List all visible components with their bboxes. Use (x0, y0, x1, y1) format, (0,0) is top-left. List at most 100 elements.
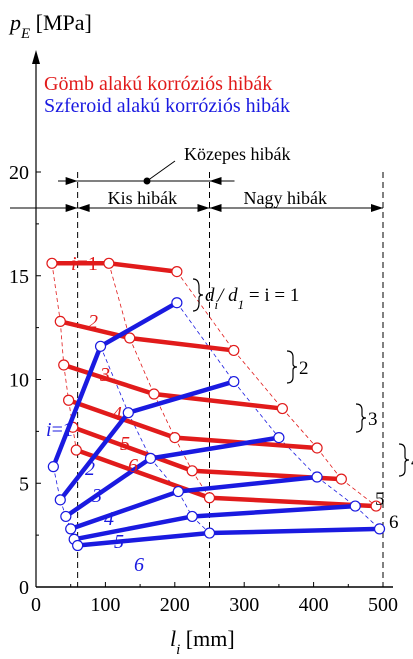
brace-1 (192, 278, 204, 312)
series-red-6-point (203, 492, 216, 504)
series-blue-1-point (47, 461, 59, 473)
connector-red (282, 408, 318, 449)
region-label-medium: Közepes hibák (184, 144, 290, 164)
series-blue-5-point (186, 510, 198, 523)
medium-leader (146, 160, 176, 182)
y-tick-label: 0 (19, 577, 29, 599)
series-red-6-point (70, 444, 82, 456)
ratio-label: di/ d1 = i = 1 (205, 285, 299, 312)
small-arrow-right-arrowhead (197, 204, 210, 212)
series-blue-5-point (349, 500, 361, 512)
connector-blue (233, 381, 280, 438)
series-red-1-point (171, 266, 183, 278)
connector-blue (316, 476, 356, 507)
series-red-label-5: 5 (120, 433, 130, 455)
x-tick-label: 400 (299, 594, 329, 616)
series-red-4-point (169, 432, 181, 444)
series-red-label-1: i=1 (71, 253, 98, 275)
right-label-3: 3 (368, 409, 378, 430)
series-blue-6-point (72, 539, 84, 552)
connector-red (174, 437, 193, 471)
right-label-2: 2 (299, 358, 309, 379)
series-red-3-point (276, 402, 288, 415)
series-blue-4-point (65, 523, 77, 535)
series-red-5-point (335, 473, 347, 485)
series-blue-3-point (144, 452, 157, 464)
connector-blue (354, 505, 380, 530)
series-red-2-point (124, 332, 136, 344)
series-blue-6-point (373, 523, 386, 535)
series-blue-6-point (203, 527, 216, 539)
y-axis-label: pE [MPa] (8, 10, 92, 42)
connector-red (176, 271, 235, 351)
series-blue-1-point (171, 297, 183, 309)
large-arrow-arrowhead (371, 204, 383, 212)
brace-right-3 (355, 403, 367, 433)
y-tick-label: 20 (9, 162, 29, 184)
y-tick-label: 5 (19, 473, 29, 495)
series-red-label-6: 6 (128, 455, 138, 477)
connector-red (59, 321, 65, 366)
series-blue-4-point (172, 485, 184, 498)
x-tick-label: 500 (368, 594, 398, 616)
series-blue-label-4: 4 (104, 508, 114, 530)
series-blue-label-2: 2 (85, 458, 95, 480)
connector-red (63, 364, 70, 401)
series-red-3-point (148, 388, 160, 400)
chart-labels: pE [MPa] li [mm] Gömb alakú korróziós hibá… (8, 10, 413, 658)
x-tick-label: 200 (160, 594, 190, 616)
medium-arrow-left-arrowhead (65, 177, 78, 185)
y-axis-arrow (32, 50, 40, 64)
series-red-1-point (103, 257, 115, 269)
region-label-small: Kis hibák (108, 188, 178, 208)
x-tick-label: 300 (229, 594, 259, 616)
legend-entry-blue: Szferoid alakú korróziós hibák (44, 95, 290, 117)
series-red-2-point (228, 344, 240, 357)
large-arrow-arrowhead (209, 204, 222, 212)
y-tick-label: 10 (9, 370, 29, 392)
data-series (46, 257, 386, 552)
series-red-2-line (58, 319, 237, 353)
series-blue-2-point (54, 494, 66, 506)
connector-red (51, 263, 61, 322)
series-red-4-point (311, 442, 323, 454)
series-blue-3-point (60, 510, 72, 523)
right-label-6: 6 (389, 512, 399, 533)
series-red-label-3: 3 (99, 364, 110, 386)
brace-right-4 (398, 443, 410, 477)
region-boundaries (10, 160, 384, 587)
right-label-5: 5 (375, 489, 385, 510)
x-tick-label: 0 (31, 594, 41, 616)
medium-arrow-right-arrowhead (209, 177, 222, 185)
connector-blue (52, 466, 61, 500)
series-red-label-2: 2 (88, 311, 98, 333)
connector-red (341, 478, 377, 507)
series-blue-label-5: 5 (114, 531, 124, 553)
connector-red (191, 470, 210, 498)
series-blue-4-point (311, 471, 323, 483)
connector-blue (176, 302, 235, 382)
connector-red (153, 393, 176, 438)
connector-red (129, 337, 155, 395)
region-label-large: Nagy hibák (244, 188, 327, 208)
legend-entry-red: Gömb alakú korróziós hibák (44, 73, 272, 95)
series-red-2-point (54, 315, 66, 327)
small-arrow-left-arrowhead (65, 204, 78, 212)
brace-right-2 (286, 350, 298, 384)
series-blue-label-3: 3 (91, 485, 102, 507)
series-red-6-point (370, 500, 382, 512)
series-red-3-line (61, 362, 285, 411)
connector-red (108, 263, 131, 339)
series-blue-label-1: i=1 (46, 419, 73, 441)
x-tick-label: 100 (90, 594, 120, 616)
y-tick-label: 15 (9, 266, 29, 288)
series-blue-label-6: 6 (134, 554, 144, 576)
right-label-4: 4 (411, 451, 413, 472)
series-red-1-point (46, 257, 58, 269)
series-red-5-point (186, 465, 198, 477)
series-blue-2-point (228, 375, 240, 388)
series-red-4-point (63, 394, 75, 406)
series-blue-3-point (273, 432, 285, 444)
